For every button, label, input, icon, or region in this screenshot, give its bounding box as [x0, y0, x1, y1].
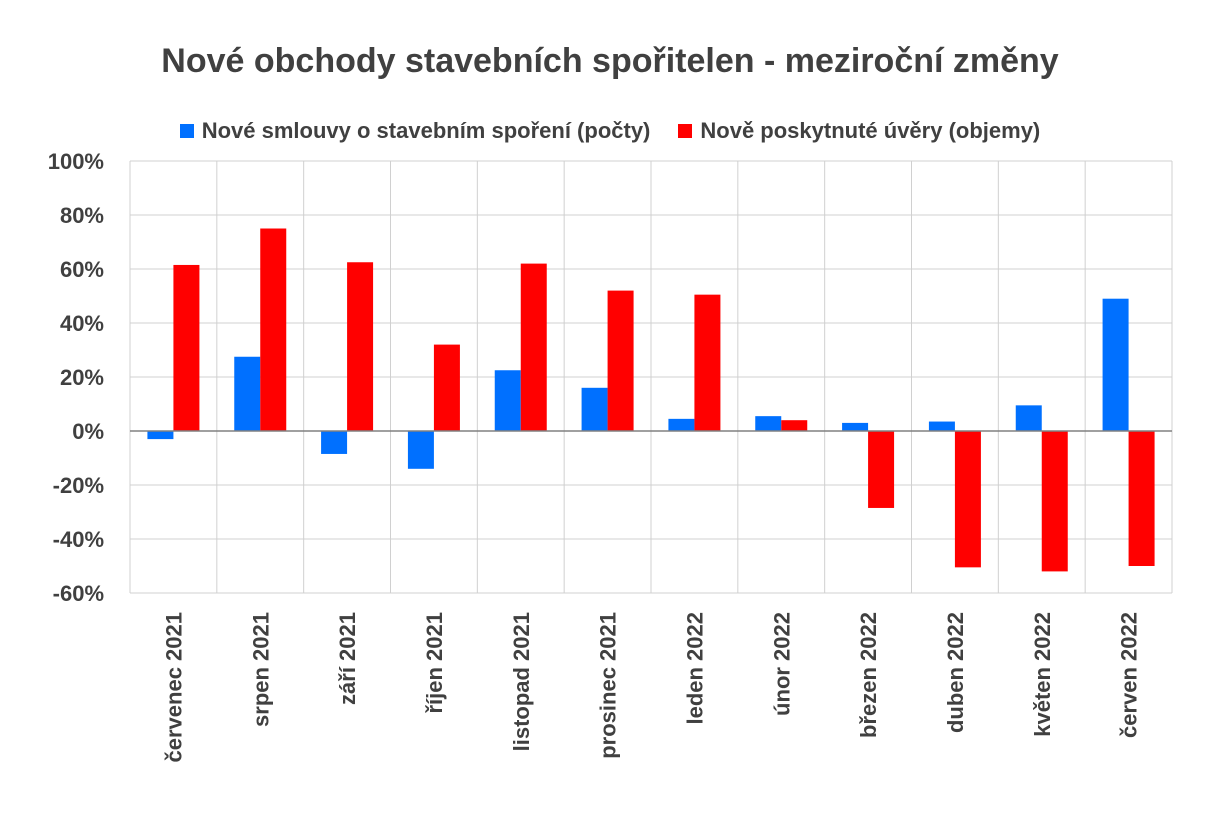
bar-series-1	[668, 418, 695, 431]
x-tick-label: červenec 2021	[161, 612, 186, 762]
y-tick-label: -40%	[53, 527, 104, 552]
bar-series-1	[321, 431, 348, 454]
x-tick-label: březen 2022	[856, 612, 881, 738]
bar-series-2	[781, 420, 808, 431]
x-tick-label: listopad 2021	[509, 612, 534, 751]
bar-series-1	[581, 387, 608, 431]
y-tick-label: 60%	[60, 257, 104, 282]
bar-series-2	[954, 431, 981, 568]
bar-series-1	[494, 370, 521, 431]
bar-series-2	[607, 290, 634, 431]
chart-title: Nové obchody stavebních spořitelen - mez…	[161, 42, 1059, 80]
bar-series-2	[173, 264, 200, 431]
x-tick-label: září 2021	[335, 612, 360, 705]
x-tick-label: prosinec 2021	[596, 612, 621, 759]
y-tick-label: 80%	[60, 203, 104, 228]
legend-swatch-series-2	[678, 124, 693, 138]
bar-series-2	[1128, 431, 1155, 566]
y-tick-label: -60%	[53, 581, 104, 606]
y-tick-label: 40%	[60, 311, 104, 336]
bar-series-2	[694, 294, 721, 431]
legend-item-series-1: Nové smlouvy o stavebním spoření (počty)	[179, 118, 651, 144]
bar-series-1	[234, 356, 261, 431]
y-tick-label: 20%	[60, 365, 104, 390]
x-tick-label: leden 2022	[682, 612, 707, 725]
bar-series-1	[928, 421, 955, 431]
legend-swatch-series-1	[179, 124, 194, 138]
bar-series-2	[520, 263, 547, 431]
y-tick-label: -20%	[53, 473, 104, 498]
bar-series-1	[147, 431, 174, 440]
bar-series-1	[842, 422, 869, 431]
bar-series-1	[407, 431, 434, 469]
bar-series-1	[755, 416, 782, 431]
legend-label-series-1: Nové smlouvy o stavebním spoření (počty)	[201, 118, 651, 143]
legend-item-series-2: Nově poskytnuté úvěry (objemy)	[678, 118, 1040, 144]
x-tick-label: červen 2022	[1117, 612, 1142, 738]
bar-series-2	[433, 344, 460, 431]
y-tick-label: 0%	[72, 419, 104, 444]
x-tick-label: duben 2022	[943, 612, 968, 733]
bar-series-2	[1041, 431, 1068, 572]
y-tick-label: 100%	[48, 149, 104, 174]
bar-series-1	[1015, 405, 1042, 431]
bar-series-2	[260, 228, 287, 431]
x-tick-label: říjen 2021	[422, 612, 447, 714]
bar-series-1	[1102, 298, 1129, 431]
x-tick-label: srpen 2021	[248, 612, 273, 727]
bar-series-2	[347, 262, 374, 431]
x-tick-label: únor 2022	[769, 612, 794, 716]
legend-label-series-2: Nově poskytnuté úvěry (objemy)	[700, 118, 1041, 143]
bar-series-2	[868, 431, 895, 508]
legend: Nové smlouvy o stavebním spoření (počty)…	[0, 118, 1220, 144]
x-tick-label: květen 2022	[1030, 612, 1055, 737]
